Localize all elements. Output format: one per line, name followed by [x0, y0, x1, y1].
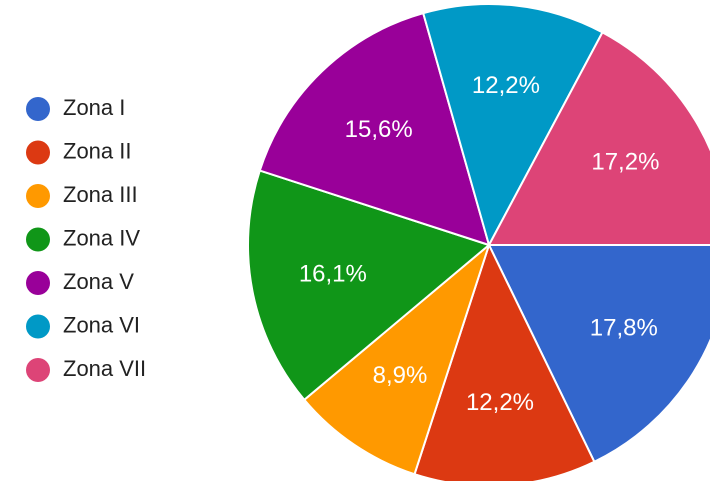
pie-slice — [258, 11, 491, 247]
value-label: 15,6% — [345, 116, 413, 143]
value-label: 16,1% — [299, 261, 367, 288]
value-label: 12,2% — [472, 72, 540, 99]
pie-slice — [487, 31, 710, 246]
legend-label: Zona IV — [63, 225, 140, 250]
pie-slice — [247, 169, 492, 402]
legend-label: Zona II — [63, 138, 131, 163]
legend-marker — [26, 314, 50, 339]
value-label: 8,9% — [373, 362, 428, 389]
legend-label: Zona V — [63, 269, 134, 294]
legend-label: Zona VII — [63, 356, 146, 381]
value-label: 17,8% — [590, 315, 658, 342]
legend-marker — [26, 271, 50, 295]
pie-slice — [487, 244, 710, 464]
legend-marker — [26, 184, 50, 208]
legend-marker — [26, 97, 50, 121]
pie-slice — [413, 242, 596, 481]
value-label: 17,2% — [591, 149, 659, 176]
legend-marker — [26, 358, 50, 382]
pie-slice — [302, 241, 492, 476]
legend-label: Zona I — [63, 95, 125, 120]
legend-marker — [26, 227, 50, 252]
pie-slice — [421, 3, 604, 248]
legend-marker — [26, 140, 50, 165]
value-label: 12,2% — [466, 389, 534, 416]
legend-label: Zona VI — [63, 312, 140, 337]
legend-label: Zona III — [63, 182, 138, 207]
